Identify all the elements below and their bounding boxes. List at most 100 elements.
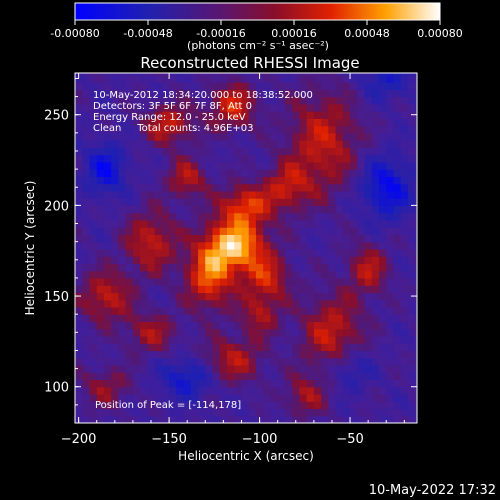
heatmap-cell: [350, 89, 358, 98]
heatmap-cell: [321, 96, 329, 105]
heatmap-cell: [89, 408, 98, 417]
heatmap-cell: [364, 140, 373, 148]
heatmap-cell: [118, 234, 127, 243]
heatmap-cell: [103, 357, 112, 366]
heatmap-cell: [277, 350, 286, 359]
heatmap-cell: [169, 299, 177, 308]
heatmap-cell: [176, 350, 185, 359]
heatmap-cell: [219, 415, 228, 423]
heatmap-cell: [234, 234, 243, 243]
heatmap-cell: [176, 335, 185, 344]
heatmap-cell: [82, 401, 91, 410]
heatmap-cell: [241, 234, 250, 243]
heatmap-cell: [132, 299, 141, 308]
heatmap-cell: [299, 401, 308, 410]
heatmap-cell: [393, 111, 402, 119]
heatmap-cell: [407, 335, 416, 344]
heatmap-cell: [125, 263, 134, 272]
heatmap-cell: [313, 132, 322, 141]
heatmap-cell: [386, 241, 395, 250]
heatmap-cell: [371, 241, 380, 250]
heatmap-cell: [227, 140, 235, 148]
heatmap-cell: [328, 328, 337, 337]
heatmap-cell: [89, 212, 98, 221]
heatmap-cell: [140, 74, 148, 83]
heatmap-cell: [219, 219, 228, 228]
heatmap-cell: [118, 386, 127, 395]
heatmap-cell: [263, 408, 272, 417]
heatmap-cell: [183, 379, 192, 388]
heatmap-cell: [205, 205, 214, 214]
heatmap-cell: [292, 270, 300, 279]
heatmap-cell: [241, 335, 250, 344]
heatmap-cell: [176, 379, 185, 388]
heatmap-cell: [270, 205, 279, 214]
heatmap-cell: [379, 74, 387, 83]
heatmap-cell: [306, 118, 315, 127]
heatmap-cell: [393, 103, 402, 112]
heatmap-cell: [227, 147, 235, 156]
heatmap-cell: [125, 393, 134, 402]
heatmap-cell: [292, 82, 300, 90]
heatmap-cell: [118, 306, 127, 315]
heatmap-cell: [140, 132, 148, 141]
heatmap-cell: [169, 176, 177, 185]
heatmap-cell: [234, 299, 243, 308]
heatmap-cell: [75, 285, 83, 294]
heatmap-cell: [255, 285, 264, 294]
heatmap-cell: [212, 190, 221, 199]
heatmap-cell: [205, 73, 214, 76]
heatmap-cell: [183, 306, 192, 315]
heatmap-cell: [306, 183, 315, 192]
heatmap-cell: [241, 111, 250, 119]
heatmap-cell: [212, 285, 221, 294]
heatmap-cell: [379, 234, 387, 243]
heatmap-cell: [111, 350, 120, 359]
heatmap-cell: [364, 73, 373, 76]
heatmap-cell: [234, 219, 243, 228]
heatmap-cell: [111, 408, 120, 417]
heatmap-cell: [111, 343, 120, 352]
heatmap-cell: [140, 103, 148, 112]
heatmap-cell: [103, 328, 112, 337]
heatmap-cell: [306, 372, 315, 381]
heatmap-cell: [313, 82, 322, 90]
heatmap-cell: [140, 343, 148, 352]
heatmap-cell: [227, 343, 235, 352]
heatmap-cell: [350, 74, 358, 83]
heatmap-cell: [234, 350, 243, 359]
heatmap-cell: [255, 169, 264, 177]
heatmap-cell: [415, 103, 417, 112]
heatmap-cell: [132, 343, 141, 352]
heatmap-cell: [125, 292, 134, 301]
heatmap-cell: [299, 256, 308, 265]
heatmap-cell: [407, 212, 416, 221]
heatmap-cell: [357, 321, 366, 330]
heatmap-cell: [154, 321, 163, 330]
heatmap-cell: [205, 154, 214, 163]
heatmap-cell: [118, 103, 127, 112]
heatmap-cell: [219, 74, 228, 83]
heatmap-cell: [248, 147, 257, 156]
heatmap-cell: [386, 190, 395, 199]
heatmap-cell: [154, 393, 163, 402]
heatmap-cell: [313, 73, 322, 76]
heatmap-cell: [321, 408, 329, 417]
heatmap-cell: [198, 125, 206, 134]
heatmap-cell: [176, 401, 185, 410]
heatmap-cell: [132, 227, 141, 235]
heatmap-cell: [89, 82, 98, 90]
heatmap-cell: [306, 219, 315, 228]
heatmap-cell: [292, 118, 300, 127]
heatmap-cell: [284, 82, 293, 90]
heatmap-cell: [198, 147, 206, 156]
heatmap-cell: [379, 335, 387, 344]
heatmap-cell: [190, 364, 199, 373]
heatmap-cell: [407, 343, 416, 352]
heatmap-cell: [241, 125, 250, 134]
heatmap-cell: [241, 118, 250, 127]
heatmap-cell: [103, 248, 112, 257]
heatmap-cell: [234, 306, 243, 315]
heatmap-cell: [212, 292, 221, 301]
heatmap-cell: [205, 263, 214, 272]
